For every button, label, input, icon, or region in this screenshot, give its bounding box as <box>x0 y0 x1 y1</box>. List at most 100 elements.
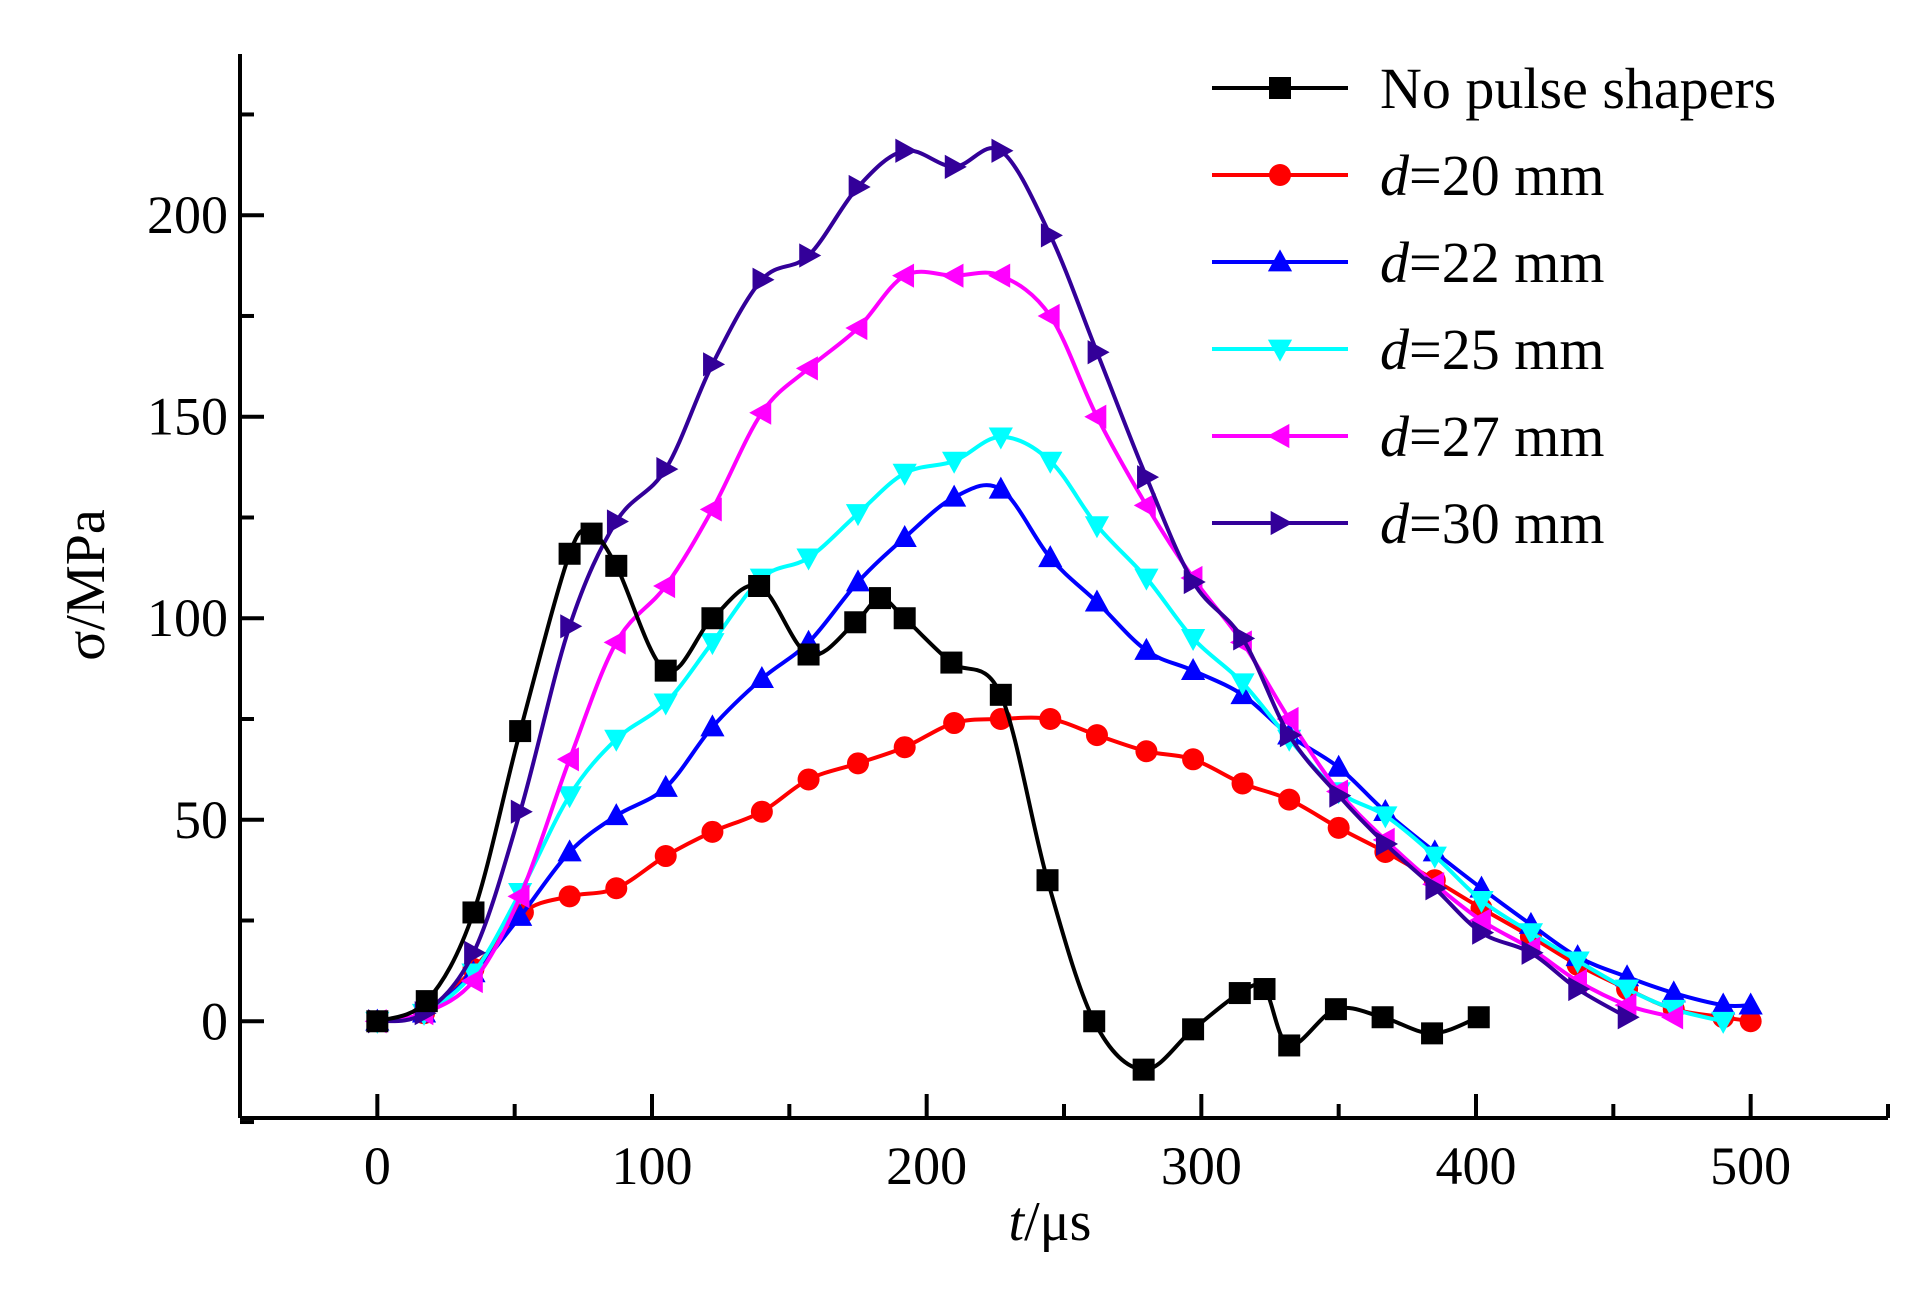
series-4-point-16 <box>1133 493 1156 518</box>
series-4-point-2 <box>460 968 483 994</box>
series-4-point-13 <box>988 263 1011 288</box>
series-line-1 <box>376 715 1752 1024</box>
legend-label-2: d=22 mm <box>1380 230 1604 295</box>
series-2-point-27 <box>1661 980 1686 1003</box>
series-4-point-7 <box>699 497 722 522</box>
series-3-point-4 <box>557 786 582 809</box>
series-0-point-14 <box>940 651 963 674</box>
legend-label-0: No pulse shapers <box>1380 56 1776 121</box>
series-3-point-22 <box>1422 846 1447 869</box>
series-0-point-4 <box>558 542 581 565</box>
x-tick-label-500: 500 <box>1710 1136 1791 1196</box>
series-2-point-11 <box>892 524 917 547</box>
x-tick-label-400: 400 <box>1436 1136 1517 1196</box>
series-0-point-8 <box>701 607 724 630</box>
series-3-point-18 <box>1230 673 1255 696</box>
series-3-point-10 <box>845 504 871 527</box>
series-3-point-13 <box>988 427 1013 450</box>
series-5-point-10 <box>848 174 871 200</box>
series-5-point-15 <box>1087 340 1110 365</box>
y-tick-label-0: 0 <box>201 991 228 1051</box>
series-3-point-5 <box>604 729 629 752</box>
series-0-point-17 <box>1083 1010 1106 1033</box>
series-1-point-11 <box>893 736 916 759</box>
series-3-point-7 <box>700 633 725 656</box>
legend-item-0: No pulse shapers <box>1212 56 1776 121</box>
series-0-point-20 <box>1228 982 1251 1005</box>
legend-marker-3 <box>1267 339 1293 362</box>
series-2-point-7 <box>700 714 725 737</box>
series-2-point-10 <box>845 569 871 592</box>
legend-label-text-2: =22 mm <box>1409 230 1604 295</box>
series-1-point-17 <box>1182 748 1205 771</box>
series-5-point-5 <box>606 509 629 534</box>
series-0-point-10 <box>797 643 820 666</box>
x-tick-label-100: 100 <box>612 1136 693 1196</box>
legend-label-4: d=27 mm <box>1380 404 1604 469</box>
legend-label-text-0: No pulse shapers <box>1380 56 1776 121</box>
legend-item-1: d=20 mm <box>1212 143 1604 208</box>
legend-label-italic-2: d <box>1380 230 1410 295</box>
legend-marker-5 <box>1270 510 1293 536</box>
axes: 0 100 200 300 400 500 0 50 100 150 200 <box>147 54 1890 1196</box>
series-2-point-15 <box>1084 589 1110 612</box>
legend-label-5: d=30 mm <box>1380 491 1604 556</box>
legend-label-3: d=25 mm <box>1380 317 1604 382</box>
series-0-point-7 <box>654 659 677 682</box>
series-2-point-14 <box>1038 545 1063 568</box>
series-5-point-11 <box>895 138 918 163</box>
series-5-point-19 <box>1279 723 1302 748</box>
series-0-point-22 <box>1278 1034 1301 1057</box>
series-0-point-6 <box>605 554 628 577</box>
series-5-point-6 <box>656 457 679 482</box>
legend-label-1: d=20 mm <box>1380 143 1604 208</box>
series-3-point-25 <box>1565 951 1590 974</box>
series-2-point-8 <box>749 666 774 689</box>
series-2-point-29 <box>1738 992 1763 1015</box>
series-2-point-6 <box>653 774 678 797</box>
series-3-point-26 <box>1614 979 1640 1002</box>
series-4-point-11 <box>892 263 915 288</box>
series-0-point-11 <box>844 611 867 634</box>
series-0 <box>366 522 1490 1081</box>
series-1-point-10 <box>847 752 869 775</box>
series-2-point-13 <box>988 476 1013 499</box>
series-3-point-28 <box>1711 1011 1736 1034</box>
series-0-point-12 <box>868 587 891 610</box>
y-tick-label-100: 100 <box>147 588 228 648</box>
series-5-point-13 <box>991 138 1014 163</box>
series-3-point-11 <box>892 463 917 486</box>
legend-marker-0 <box>1269 77 1291 99</box>
x-axis-label-unit: /μs <box>1024 1191 1091 1253</box>
series-3-point-12 <box>942 451 967 474</box>
series-1-point-14 <box>1039 708 1062 730</box>
series-4-point-19 <box>1276 706 1299 732</box>
series-5-point-17 <box>1183 569 1206 595</box>
series-5-point-9 <box>799 243 822 268</box>
series-2-point-17 <box>1180 657 1206 680</box>
legend-label-italic-4: d <box>1380 404 1410 469</box>
series-0-point-19 <box>1182 1018 1205 1041</box>
series-5-point-21 <box>1376 831 1399 857</box>
series-4-point-4 <box>556 747 579 772</box>
series-1-point-19 <box>1278 788 1301 811</box>
series-4-point-27 <box>1661 1005 1684 1030</box>
x-tick-label-0: 0 <box>364 1136 391 1196</box>
series-5-point-24 <box>1521 940 1544 965</box>
legend-item-5: d=30 mm <box>1212 491 1604 556</box>
series-0-point-1 <box>415 990 438 1013</box>
series-0-point-25 <box>1421 1022 1444 1045</box>
series-5-point-18 <box>1233 626 1256 651</box>
series-3-point-23 <box>1469 891 1494 914</box>
series-0-point-3 <box>509 720 532 743</box>
series-4-point-26 <box>1614 993 1637 1018</box>
legend-label-italic-3: d <box>1380 317 1410 382</box>
series-0-point-16 <box>1036 869 1059 892</box>
series-3-point-24 <box>1518 923 1544 946</box>
series-4-point-14 <box>1037 303 1060 329</box>
legend-marker-1 <box>1269 164 1291 186</box>
y-axis-label: σ/MPa <box>55 509 117 661</box>
plot-area <box>364 138 1763 1081</box>
series-4-point-12 <box>941 263 964 288</box>
x-axis-label-italic: t <box>1009 1191 1026 1253</box>
